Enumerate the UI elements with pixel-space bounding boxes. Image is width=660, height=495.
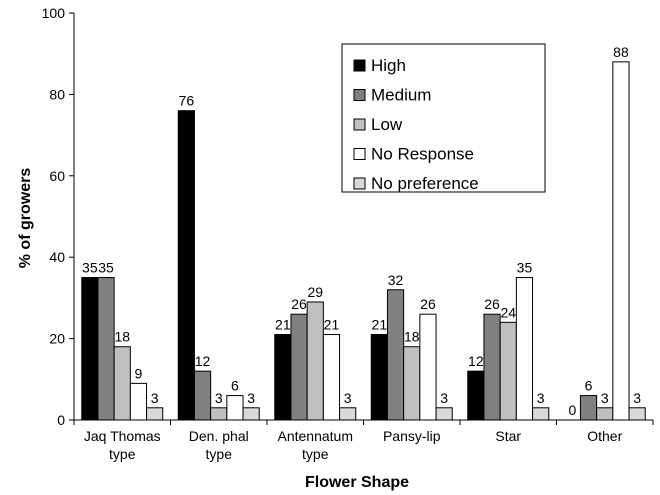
data-label: 26 (484, 296, 500, 312)
data-label: 3 (537, 390, 545, 406)
bar-no-response (322, 334, 341, 421)
legend-swatch-no-response (353, 148, 366, 160)
bar-low (499, 321, 517, 421)
bar-high (370, 334, 388, 421)
x-tick-label: Star (495, 428, 521, 444)
data-label: 9 (135, 365, 143, 381)
data-label: 35 (98, 260, 114, 276)
bar-low (403, 346, 421, 421)
y-tick-label: 40 (49, 249, 65, 265)
legend-swatch-no-preference (353, 177, 366, 190)
data-label: 0 (568, 402, 576, 418)
y-tick-label: 80 (49, 86, 65, 102)
bar-no-response (612, 61, 630, 421)
bar-medium (483, 313, 501, 421)
data-label: 21 (324, 317, 340, 333)
bar-low (596, 407, 614, 421)
bar-medium (386, 289, 405, 421)
legend-swatch-low (353, 118, 366, 131)
bar-low (306, 301, 324, 421)
bars-layer (81, 61, 646, 421)
data-label: 26 (291, 296, 307, 312)
legend: High Medium Low No Response No preference (341, 43, 546, 193)
bar-no-preference (435, 407, 453, 421)
data-label: 3 (633, 390, 641, 406)
legend-box (341, 43, 546, 193)
x-tick-label: Pansy-lip (383, 428, 441, 444)
bar-medium (290, 313, 308, 421)
legend-label: Low (371, 115, 403, 134)
data-label: 24 (500, 304, 516, 320)
data-label: 3 (440, 390, 448, 406)
data-label: 29 (307, 284, 323, 300)
bar-low (113, 346, 131, 421)
y-axis-title: % of growers (17, 168, 34, 269)
data-label: 3 (247, 390, 255, 406)
y-tick-label: 0 (57, 412, 65, 428)
data-label: 6 (231, 378, 239, 394)
x-tick-label: type (109, 446, 136, 462)
legend-label: Medium (371, 86, 431, 105)
bar-no-preference (628, 407, 646, 421)
bar-no-preference (339, 407, 357, 421)
x-tick-label: Jaq Thomas (84, 428, 161, 444)
bar-medium (193, 370, 212, 421)
bar-medium (97, 277, 115, 421)
data-label: 18 (404, 329, 420, 345)
x-tick-label: type (206, 446, 233, 462)
data-label: 18 (114, 329, 130, 345)
data-label: 12 (468, 353, 484, 369)
data-label: 3 (215, 390, 223, 406)
bar-medium (579, 395, 598, 421)
data-label: 3 (344, 390, 352, 406)
data-label: 21 (275, 317, 291, 333)
bar-high (177, 110, 195, 421)
bar-no-response (515, 277, 534, 421)
x-tick-label: Other (587, 428, 622, 444)
legend-swatch-high (353, 59, 366, 72)
x-tick-label: type (302, 446, 329, 462)
legend-swatch-medium (353, 89, 366, 101)
legend-label: No preference (371, 174, 479, 193)
bar-high (81, 277, 99, 421)
bar-no-preference (532, 407, 550, 421)
data-label: 26 (420, 296, 436, 312)
data-label: 35 (517, 260, 533, 276)
bar-no-preference (146, 407, 164, 421)
bar-no-preference (242, 407, 260, 421)
x-axis-title: Flower Shape (305, 474, 409, 491)
bar-no-response (226, 395, 244, 421)
bar-high (274, 334, 292, 421)
x-tick-label: Den. phal (189, 428, 249, 444)
bar-no-response (419, 313, 437, 421)
data-label: 12 (195, 353, 211, 369)
data-label: 3 (151, 390, 159, 406)
data-label: 35 (82, 260, 98, 276)
bar-high (467, 370, 485, 421)
data-label: 3 (601, 390, 609, 406)
data-label: 76 (179, 93, 195, 109)
y-tick-label: 60 (49, 168, 65, 184)
data-label: 32 (388, 272, 404, 288)
x-tick-label: Antennatum (278, 428, 354, 444)
data-label: 6 (585, 378, 593, 394)
data-label: 88 (613, 44, 629, 60)
data-label: 21 (372, 317, 388, 333)
bar-no-response (129, 382, 148, 421)
legend-label: High (371, 56, 406, 75)
y-tick-label: 100 (42, 5, 66, 21)
legend-label: No Response (371, 145, 474, 164)
y-tick-label: 20 (49, 331, 65, 347)
bar-low (210, 407, 228, 421)
